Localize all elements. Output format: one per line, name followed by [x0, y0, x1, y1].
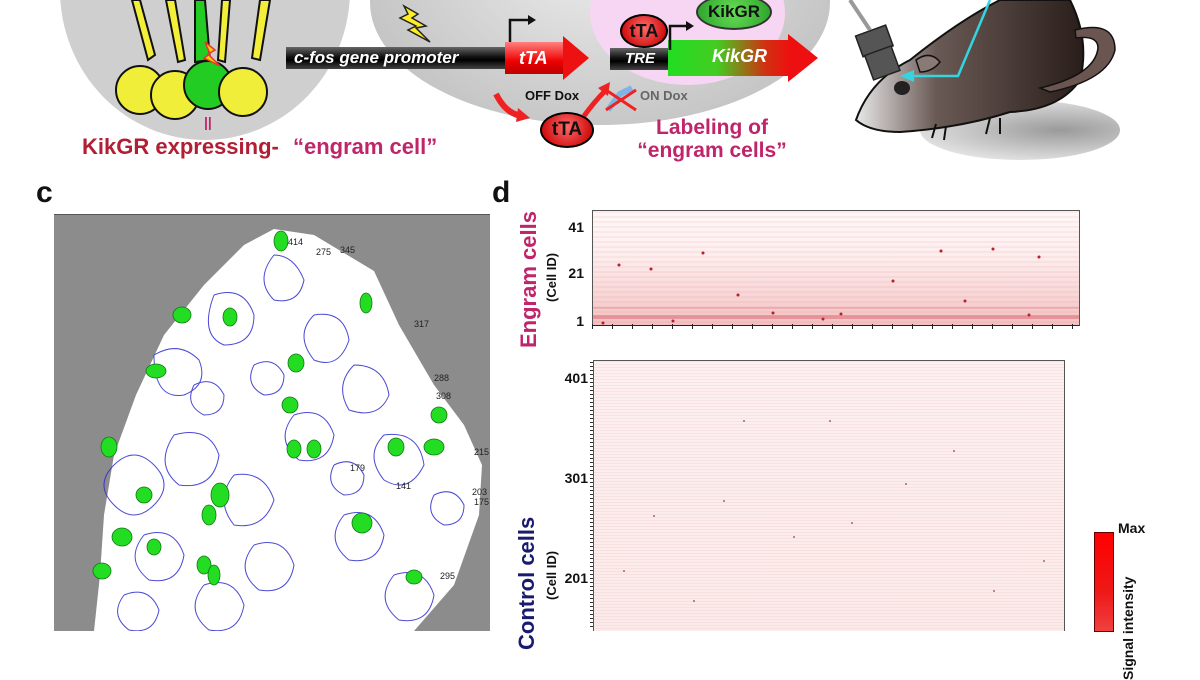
- labeling-caption: Labeling of “engram cells”: [637, 116, 787, 162]
- control-ytick-201: 201: [564, 570, 588, 586]
- tta-gene: tTA: [505, 36, 589, 80]
- cell-id-label: 288: [434, 373, 450, 383]
- cell-id-label: 414: [288, 237, 304, 247]
- cell-id-label: 317: [414, 319, 430, 329]
- lightning-icon: [398, 4, 431, 43]
- colorbar: [1094, 532, 1114, 632]
- blocked-cross-icon: [605, 85, 637, 112]
- cell-id-label: 179: [350, 463, 366, 473]
- mouse-illustration: [848, 0, 1116, 141]
- control-heatmap-spots: [623, 420, 1045, 602]
- panel-c-letter: c: [36, 176, 53, 209]
- neurons-illustration: [115, 0, 272, 120]
- cell-map-image: [92, 229, 482, 631]
- cell-id-label: 275: [316, 247, 332, 257]
- colorbar-label: Signal intensity: [1120, 576, 1136, 680]
- tta-protein-free: tTA: [540, 112, 594, 148]
- cell-id-label: 203: [472, 487, 488, 497]
- control-y-axis-minor-ticks: [590, 362, 593, 630]
- top-schematic: || c-fos gene promoter tTA TRE KikGR tTA…: [0, 0, 1200, 170]
- cell-id-label: 215: [474, 447, 490, 457]
- kikgr-gene-label: KikGR: [712, 46, 768, 66]
- cell-id-label: 141: [396, 481, 412, 491]
- control-axis-title: Control cells: [514, 516, 539, 650]
- cell-id-label: 295: [440, 571, 456, 581]
- tre-label: TRE: [625, 50, 655, 67]
- kikgr-protein: KikGR: [696, 0, 772, 30]
- engram-heatmap-spots: [593, 247, 1079, 331]
- cell-id-label: 175: [474, 497, 490, 507]
- cell-contour-map: 414 345 275 317 308 288 179 141 295 215 …: [54, 214, 490, 631]
- promoter-label: c-fos gene promoter: [294, 48, 459, 67]
- kikgr-gene: KikGR: [668, 34, 818, 82]
- engram-heatmap: [592, 210, 1080, 331]
- off-dox-label: OFF Dox: [525, 88, 580, 103]
- engram-axis-title: Engram cells: [516, 211, 541, 348]
- tre-element: TRE: [610, 48, 670, 70]
- c-fos-promoter: c-fos gene promoter: [286, 47, 514, 69]
- engram-x-axis-ticks: [592, 324, 1078, 329]
- transcription-start-arrow-1: [508, 15, 536, 44]
- tta-protein-bound: tTA: [620, 14, 668, 48]
- cell-id-label: 308: [436, 391, 452, 401]
- on-dox-label: ON Dox: [640, 88, 688, 103]
- tta-gene-label: tTA: [519, 48, 548, 68]
- panel-d-letter: d: [492, 176, 511, 209]
- engram-cell-caption: KikGR expressing- “engram cell”: [82, 134, 438, 159]
- equals-mark: ||: [204, 114, 212, 130]
- feedback-arrow-right: [581, 82, 610, 118]
- engram-ytick-1: 1: [576, 313, 584, 329]
- colorbar-max-label: Max: [1118, 520, 1146, 536]
- control-heatmap: [593, 360, 1065, 631]
- control-ytick-401: 401: [564, 370, 588, 386]
- engram-ytick-41: 41: [568, 219, 584, 235]
- control-ytick-301: 301: [564, 470, 588, 486]
- cell-id-label: 345: [340, 245, 356, 255]
- transcription-start-arrow-2: [668, 21, 694, 50]
- feedback-arrow-left: [493, 92, 530, 122]
- engram-ytick-21: 21: [568, 265, 584, 281]
